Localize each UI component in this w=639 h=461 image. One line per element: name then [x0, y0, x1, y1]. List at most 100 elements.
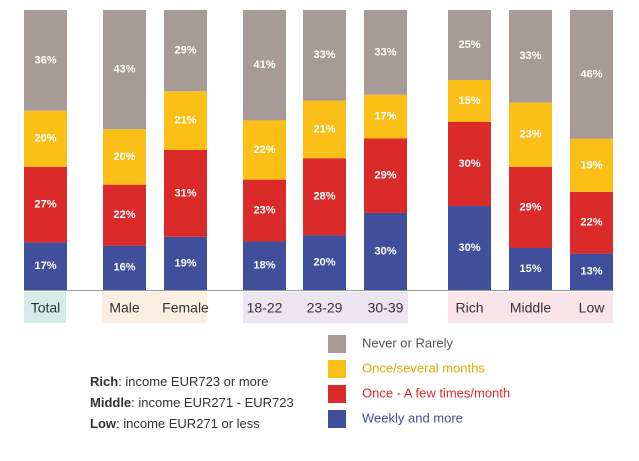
category-label: 18-22: [247, 300, 283, 316]
value-label: 33%: [519, 50, 541, 62]
note-term: Middle: [90, 395, 131, 410]
value-label: 17%: [34, 260, 56, 272]
legend-label: Weekly and more: [362, 410, 463, 425]
value-label: 29%: [374, 170, 396, 182]
bar-segment: [103, 245, 146, 290]
bar-segment: [303, 235, 346, 290]
bar-segment: [243, 179, 286, 242]
bar-segment: [103, 10, 146, 130]
value-label: 20%: [313, 256, 335, 268]
value-label: 33%: [374, 46, 396, 58]
value-label: 31%: [174, 187, 196, 199]
value-label: 30%: [458, 158, 480, 170]
note: Low: income EUR271 or less: [90, 416, 260, 431]
legend-swatch: [328, 410, 346, 428]
bar-segment: [24, 10, 67, 111]
legend-label: Never or Rarely: [362, 335, 454, 350]
group-background: [448, 292, 613, 323]
value-label: 16%: [113, 262, 135, 274]
category-label: Rich: [455, 300, 483, 316]
value-label: 43%: [113, 64, 135, 76]
value-label: 29%: [174, 45, 196, 57]
category-label: 30-39: [368, 300, 404, 316]
bar-segment: [509, 102, 552, 167]
value-label: 33%: [313, 49, 335, 61]
category-label: Low: [579, 300, 606, 316]
bar-segment: [24, 166, 67, 243]
value-label: 28%: [313, 191, 335, 203]
legend-label: Once - A few times/month: [362, 385, 510, 400]
bar-segment: [164, 91, 207, 150]
note-text: : income EUR723 or more: [118, 374, 268, 389]
bar-segment: [103, 129, 146, 185]
legend-swatch: [328, 335, 346, 353]
bar-segment: [448, 206, 491, 290]
value-label: 25%: [458, 39, 480, 51]
bar-segment: [243, 10, 286, 121]
note-term: Low: [90, 416, 117, 431]
value-label: 46%: [580, 68, 602, 80]
bar-segment: [303, 100, 346, 159]
value-label: 29%: [519, 201, 541, 213]
bar-segment: [448, 122, 491, 206]
value-label: 18%: [253, 260, 275, 272]
value-label: 19%: [580, 159, 602, 171]
legend-label: Once/several months: [362, 360, 485, 375]
value-label: 30%: [458, 242, 480, 254]
bar-segment: [303, 158, 346, 236]
value-label: 23%: [519, 129, 541, 141]
bar-segment: [24, 110, 67, 167]
bar-segment: [570, 253, 613, 290]
bar-segment: [509, 248, 552, 290]
value-label: 19%: [174, 257, 196, 269]
note: Rich: income EUR723 or more: [90, 374, 268, 389]
legend-swatch: [328, 385, 346, 403]
value-label: 15%: [519, 263, 541, 275]
value-label: 23%: [253, 204, 275, 216]
bar-segment: [448, 10, 491, 80]
bar-segment: [103, 184, 146, 246]
value-label: 30%: [374, 245, 396, 257]
value-label: 22%: [580, 217, 602, 229]
value-label: 21%: [174, 115, 196, 127]
value-label: 22%: [253, 144, 275, 156]
value-label: 41%: [253, 59, 275, 71]
bar-segment: [570, 138, 613, 192]
bar-segment: [164, 150, 207, 237]
bar-segment: [24, 242, 67, 290]
bar-segment: [164, 10, 207, 92]
bar-segment: [509, 10, 552, 103]
group-background: [243, 292, 408, 323]
bar-segment: [364, 212, 407, 290]
bar-segment: [570, 192, 613, 254]
value-label: 15%: [458, 95, 480, 107]
value-label: 17%: [374, 111, 396, 123]
note: Middle: income EUR271 - EUR723: [90, 395, 294, 410]
category-label: Male: [109, 300, 140, 316]
bar-segment: [164, 236, 207, 290]
bar-segment: [364, 138, 407, 213]
category-label: Middle: [510, 300, 551, 316]
bar-segment: [364, 10, 407, 95]
bar-segment: [509, 166, 552, 248]
legend-swatch: [328, 360, 346, 378]
category-label: 23-29: [307, 300, 343, 316]
bar-segment: [243, 120, 286, 180]
note-text: : income EUR271 or less: [116, 416, 260, 431]
bar-segment: [243, 241, 286, 290]
bar-segment: [570, 10, 613, 139]
bar-segment: [303, 10, 346, 101]
value-label: 20%: [34, 133, 56, 145]
category-label: Female: [162, 300, 209, 316]
category-label: Total: [31, 300, 61, 316]
group-background: [102, 292, 207, 323]
bar-segment: [364, 94, 407, 139]
value-label: 20%: [113, 151, 135, 163]
bar-segment: [448, 80, 491, 122]
value-label: 21%: [313, 123, 335, 135]
value-label: 13%: [580, 266, 602, 278]
value-label: 22%: [113, 209, 135, 221]
note-text: : income EUR271 - EUR723: [131, 395, 294, 410]
value-label: 27%: [34, 199, 56, 211]
